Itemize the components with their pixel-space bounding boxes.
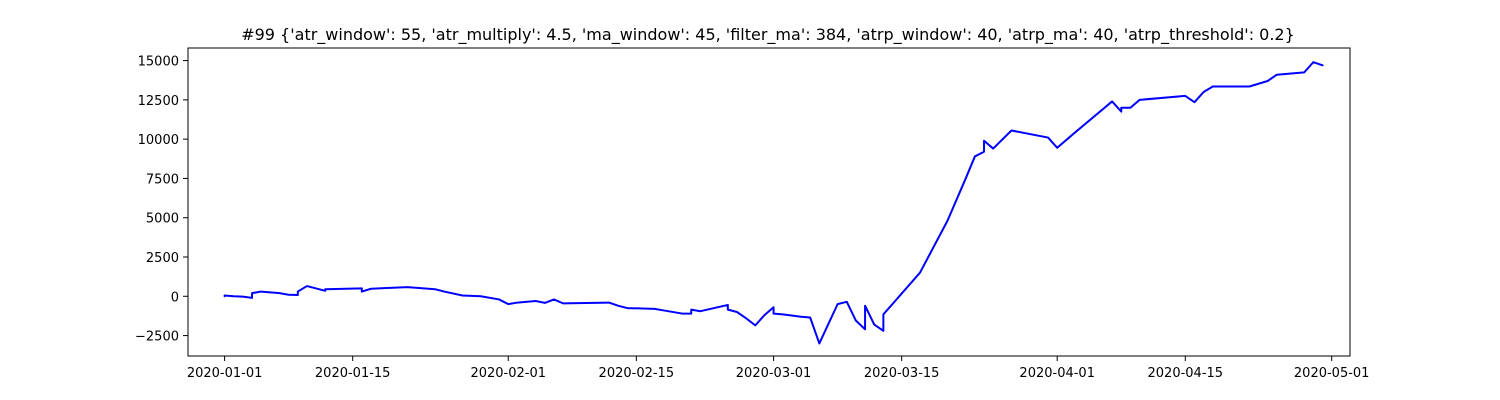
x-tick-label: 2020-03-15 bbox=[864, 366, 940, 381]
y-tick-label: 7500 bbox=[146, 172, 179, 187]
x-tick-label: 2020-02-01 bbox=[470, 366, 546, 381]
y-tick-label: 2500 bbox=[146, 251, 179, 266]
x-tick-label: 2020-01-01 bbox=[187, 366, 263, 381]
series-line-0 bbox=[223, 61, 1324, 345]
x-tick-label: 2020-04-15 bbox=[1148, 366, 1224, 381]
y-tick-label: 15000 bbox=[138, 55, 179, 70]
x-tick-label: 2020-05-01 bbox=[1294, 366, 1370, 381]
y-tick-label: 10000 bbox=[138, 133, 179, 148]
x-tick-label: 2020-04-01 bbox=[1019, 366, 1095, 381]
y-tick-label: 0 bbox=[171, 290, 179, 305]
x-tick-label: 2020-01-15 bbox=[315, 366, 391, 381]
plot-area: 2020-01-01 2020-01-15 2020-02-01 2020-02-15… bbox=[135, 47, 1370, 381]
y-tick-label: −2500 bbox=[135, 330, 179, 345]
x-tick-label: 2020-02-15 bbox=[599, 366, 675, 381]
plot-frame bbox=[187, 47, 1351, 357]
y-tick-label: 5000 bbox=[146, 212, 179, 227]
x-tick-label: 2020-03-01 bbox=[736, 366, 812, 381]
y-tick-label: 12500 bbox=[138, 94, 179, 109]
chart-title: #99 {'atr_window': 55, 'atr_multiply': 4… bbox=[241, 25, 1295, 45]
